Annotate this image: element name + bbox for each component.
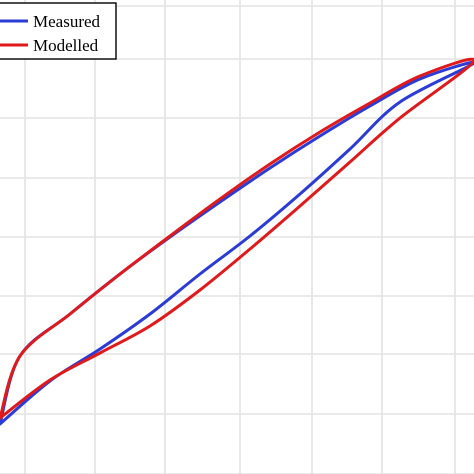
legend-label-modelled: Modelled bbox=[33, 36, 99, 55]
legend-box bbox=[0, 2, 117, 60]
series-line-modelled bbox=[0, 57, 474, 420]
legend: Measured Modelled bbox=[0, 2, 117, 60]
legend-label-measured: Measured bbox=[33, 12, 101, 31]
series-group bbox=[0, 57, 474, 426]
